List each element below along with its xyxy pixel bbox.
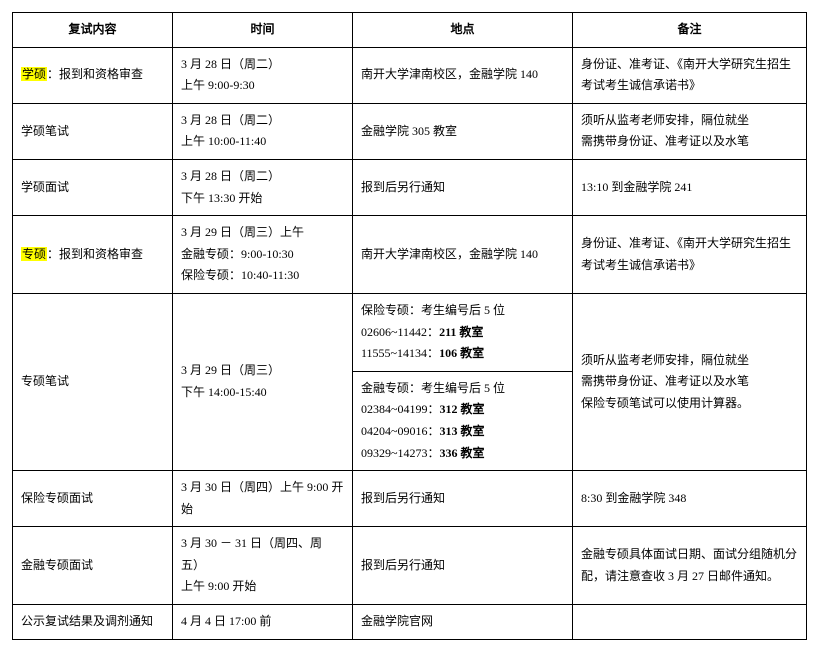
table-row: 专硕笔试 3 月 29 日（周三） 下午 14:00-15:40 保险专硕：考生…	[13, 293, 807, 371]
text: 下午 14:00-15:40	[181, 385, 267, 399]
text: ：报到和资格审查	[47, 67, 143, 81]
cell-time: 3 月 30 日（周四）上午 9:00 开始	[173, 471, 353, 527]
cell-time: 4 月 4 日 17:00 前	[173, 605, 353, 640]
text: 02384~04199：	[361, 402, 440, 416]
cell-note: 身份证、准考证、《南开大学研究生招生考试考生诚信承诺书》	[573, 216, 807, 294]
table-row: 学硕：报到和资格审查 3 月 28 日（周二） 上午 9:00-9:30 南开大…	[13, 47, 807, 103]
cell-place: 金融学院官网	[353, 605, 573, 640]
table-row: 学硕笔试 3 月 28 日（周二） 上午 10:00-11:40 金融学院 30…	[13, 103, 807, 159]
text: 09329~14273：	[361, 446, 440, 460]
cell-content: 学硕笔试	[13, 103, 173, 159]
cell-time: 3 月 28 日（周二） 上午 10:00-11:40	[173, 103, 353, 159]
bold: 312 教室	[440, 402, 485, 416]
table-row: 公示复试结果及调剂通知 4 月 4 日 17:00 前 金融学院官网	[13, 605, 807, 640]
bold: 336 教室	[440, 446, 485, 460]
text: 需携带身份证、准考证以及水笔	[581, 134, 749, 148]
cell-place: 南开大学津南校区，金融学院 140	[353, 47, 573, 103]
text: 04204~09016：	[361, 424, 440, 438]
table-row: 专硕：报到和资格审查 3 月 29 日（周三）上午 金融专硕：9:00-10:3…	[13, 216, 807, 294]
cell-place: 报到后另行通知	[353, 471, 573, 527]
highlight: 学硕	[21, 67, 47, 81]
cell-note: 8:30 到金融学院 348	[573, 471, 807, 527]
header-time: 时间	[173, 13, 353, 48]
cell-place: 报到后另行通知	[353, 527, 573, 605]
text: 下午 13:30 开始	[181, 191, 262, 205]
header-note: 备注	[573, 13, 807, 48]
table-row: 保险专硕面试 3 月 30 日（周四）上午 9:00 开始 报到后另行通知 8:…	[13, 471, 807, 527]
cell-content: 专硕：报到和资格审查	[13, 216, 173, 294]
cell-content: 学硕：报到和资格审查	[13, 47, 173, 103]
table-row: 学硕面试 3 月 28 日（周二） 下午 13:30 开始 报到后另行通知 13…	[13, 159, 807, 215]
text: 3 月 28 日（周二）	[181, 169, 280, 183]
cell-content: 学硕面试	[13, 159, 173, 215]
text: 02606~11442：	[361, 325, 439, 339]
bold: 313 教室	[440, 424, 485, 438]
schedule-table: 复试内容 时间 地点 备注 学硕：报到和资格审查 3 月 28 日（周二） 上午…	[12, 12, 807, 640]
text: 3 月 28 日（周二）	[181, 113, 280, 127]
text: 上午 9:00 开始	[181, 579, 256, 593]
header-content: 复试内容	[13, 13, 173, 48]
text: 上午 9:00-9:30	[181, 78, 255, 92]
cell-content: 保险专硕面试	[13, 471, 173, 527]
cell-time: 3 月 29 日（周三） 下午 14:00-15:40	[173, 293, 353, 470]
text: 3 月 30 － 31 日（周四、周五）	[181, 536, 322, 572]
text: 保险专硕：考生编号后 5 位	[361, 303, 505, 317]
cell-note: 须听从监考老师安排，隔位就坐 需携带身份证、准考证以及水笔	[573, 103, 807, 159]
cell-note: 身份证、准考证、《南开大学研究生招生考试考生诚信承诺书》	[573, 47, 807, 103]
cell-content: 金融专硕面试	[13, 527, 173, 605]
cell-note: 须听从监考老师安排，隔位就坐 需携带身份证、准考证以及水笔 保险专硕笔试可以使用…	[573, 293, 807, 470]
cell-time: 3 月 29 日（周三）上午 金融专硕：9:00-10:30 保险专硕：10:4…	[173, 216, 353, 294]
cell-place: 金融专硕：考生编号后 5 位 02384~04199：312 教室 04204~…	[353, 371, 573, 470]
cell-content: 公示复试结果及调剂通知	[13, 605, 173, 640]
text: 金融专硕：9:00-10:30	[181, 247, 294, 261]
cell-place: 报到后另行通知	[353, 159, 573, 215]
table-row: 金融专硕面试 3 月 30 － 31 日（周四、周五） 上午 9:00 开始 报…	[13, 527, 807, 605]
text: 上午 10:00-11:40	[181, 134, 266, 148]
text: 11555~14134：	[361, 346, 439, 360]
cell-content: 专硕笔试	[13, 293, 173, 470]
bold: 106 教室	[439, 346, 484, 360]
text: ：报到和资格审查	[47, 247, 143, 261]
text: 需携带身份证、准考证以及水笔	[581, 374, 749, 388]
cell-note: 13:10 到金融学院 241	[573, 159, 807, 215]
text: 3 月 29 日（周三）	[181, 363, 280, 377]
header-place: 地点	[353, 13, 573, 48]
cell-place: 南开大学津南校区，金融学院 140	[353, 216, 573, 294]
text: 保险专硕：10:40-11:30	[181, 268, 299, 282]
cell-place: 保险专硕：考生编号后 5 位 02606~11442：211 教室 11555~…	[353, 293, 573, 371]
cell-time: 3 月 28 日（周二） 上午 9:00-9:30	[173, 47, 353, 103]
highlight: 专硕	[21, 247, 47, 261]
cell-note	[573, 605, 807, 640]
text: 保险专硕笔试可以使用计算器。	[581, 396, 749, 410]
text: 金融专硕：考生编号后 5 位	[361, 381, 505, 395]
text: 须听从监考老师安排，隔位就坐	[581, 113, 749, 127]
cell-time: 3 月 28 日（周二） 下午 13:30 开始	[173, 159, 353, 215]
text: 须听从监考老师安排，隔位就坐	[581, 353, 749, 367]
cell-time: 3 月 30 － 31 日（周四、周五） 上午 9:00 开始	[173, 527, 353, 605]
cell-place: 金融学院 305 教室	[353, 103, 573, 159]
text: 3 月 29 日（周三）上午	[181, 225, 304, 239]
header-row: 复试内容 时间 地点 备注	[13, 13, 807, 48]
text: 3 月 28 日（周二）	[181, 57, 280, 71]
cell-note: 金融专硕具体面试日期、面试分组随机分配，请注意查收 3 月 27 日邮件通知。	[573, 527, 807, 605]
bold: 211 教室	[439, 325, 483, 339]
